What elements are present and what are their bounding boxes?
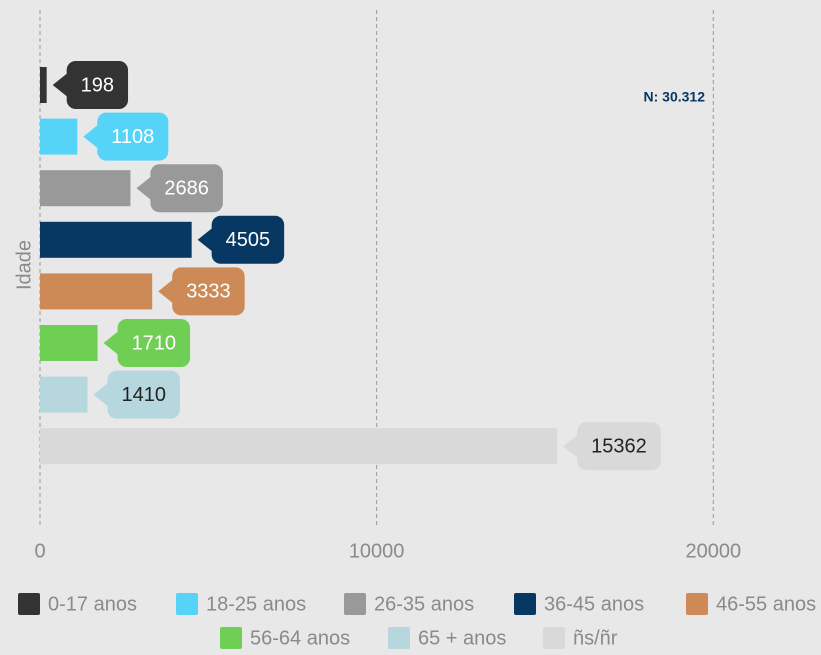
legend-label: ñs/ñr <box>573 627 618 649</box>
value-label <box>136 164 223 213</box>
legend-swatch <box>514 593 536 615</box>
legend-label: 36-45 anos <box>544 593 644 615</box>
value-label-text: 15362 <box>591 435 647 457</box>
value-label-pointer <box>93 382 109 407</box>
value-label-text: 1108 <box>111 126 154 148</box>
value-label-box <box>172 267 245 316</box>
value-label <box>103 319 191 367</box>
bar <box>40 325 98 361</box>
value-label-box <box>577 422 661 471</box>
x-tick-label: 0 <box>34 540 45 562</box>
value-label-text: 2686 <box>164 177 209 199</box>
value-label-pointer <box>563 434 579 459</box>
value-label-text: 4505 <box>226 229 271 251</box>
value-label-text: 1410 <box>121 384 165 406</box>
x-tick-label: 20000 <box>685 540 741 562</box>
legend-swatch <box>543 627 565 649</box>
bar <box>40 376 88 413</box>
value-label-text: 198 <box>81 74 114 96</box>
value-label-pointer <box>52 73 68 97</box>
value-label-box <box>97 112 169 161</box>
value-label <box>563 422 661 471</box>
legend-swatch <box>388 627 410 649</box>
value-label-pointer <box>158 279 174 304</box>
value-label-pointer <box>83 124 99 149</box>
value-label-pointer <box>197 227 213 252</box>
value-label-box <box>66 61 129 109</box>
legend-swatch <box>686 593 708 615</box>
value-label-text: 3333 <box>186 281 231 303</box>
x-tick-label: 10000 <box>349 540 405 562</box>
legend-label: 26-35 anos <box>374 593 474 615</box>
value-label-text: 1710 <box>132 332 177 354</box>
value-label-pointer <box>103 331 119 355</box>
value-label <box>83 112 169 161</box>
legend-label: 18-25 anos <box>206 593 306 615</box>
value-label-box <box>150 164 223 213</box>
legend-label: 56-64 anos <box>250 627 350 649</box>
value-label <box>93 370 180 419</box>
legend-swatch <box>176 593 198 615</box>
value-label-box <box>117 319 191 367</box>
legend-label: 0-17 anos <box>48 593 137 615</box>
legend-swatch <box>18 593 40 615</box>
value-label <box>52 61 129 109</box>
legend-label: 65 + anos <box>418 627 506 649</box>
bar <box>40 221 192 258</box>
value-label-box <box>107 370 180 419</box>
bar <box>40 118 78 155</box>
legend-label: 46-55 anos <box>716 593 816 615</box>
legend-swatch <box>344 593 366 615</box>
bar <box>40 170 131 207</box>
bar <box>40 67 47 103</box>
value-label-pointer <box>136 176 152 201</box>
y-axis-label: Idade <box>13 240 35 290</box>
annotation: N: 30.312 <box>644 89 706 105</box>
legend-swatch <box>220 627 242 649</box>
bar <box>40 273 153 310</box>
value-label <box>158 267 245 316</box>
bar <box>40 428 558 465</box>
value-label-box <box>211 215 285 264</box>
value-label <box>197 215 285 264</box>
